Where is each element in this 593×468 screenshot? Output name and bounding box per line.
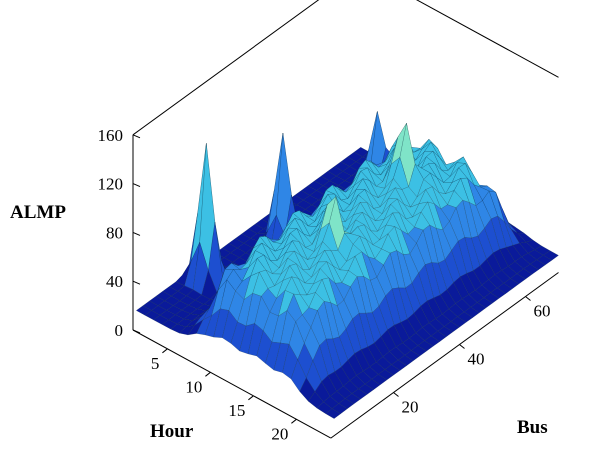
back-top-edge-left [132, 0, 320, 136]
z-tick-label: 160 [98, 126, 124, 145]
y-tick-mark [393, 392, 399, 397]
x-tick-label: 5 [151, 354, 160, 373]
x-tick-mark [205, 371, 211, 377]
y-tick-label: 20 [402, 398, 419, 417]
x-tick-label: 15 [228, 401, 245, 420]
axes-frame [132, 0, 559, 439]
back-top-edge-right [416, 0, 559, 78]
y-tick-label: 40 [468, 350, 485, 369]
x-tick-label: 20 [271, 424, 288, 443]
x-tick-mark [162, 348, 168, 354]
z-tick-label: 40 [106, 272, 123, 291]
z-axis-label: ALMP [10, 202, 66, 223]
z-tick-label: 80 [106, 223, 123, 242]
x-tick-label: 10 [185, 377, 202, 396]
z-tick-mark [132, 134, 141, 139]
z-tick-mark [132, 329, 141, 334]
z-tick-mark [132, 280, 141, 285]
y-tick-label: 60 [534, 302, 551, 321]
surface-cell [325, 408, 342, 419]
z-tick-label: 0 [115, 321, 124, 340]
x-tick-mark [248, 395, 254, 401]
bus-axis-line [330, 272, 559, 439]
x-tick-mark [291, 418, 297, 424]
y-tick-mark [459, 344, 465, 349]
z-tick-mark [132, 231, 141, 236]
tick-labels: 0 40 80 120 160 5 10 15 20 20 40 60 [98, 126, 551, 443]
surface-mesh [135, 111, 559, 419]
x-axis-label: Hour [150, 421, 194, 442]
y-tick-mark [525, 296, 531, 301]
y-axis-label: Bus [517, 417, 548, 438]
z-tick-label: 120 [98, 175, 124, 194]
hour-axis-line [132, 329, 332, 439]
z-tick-mark [132, 183, 141, 188]
